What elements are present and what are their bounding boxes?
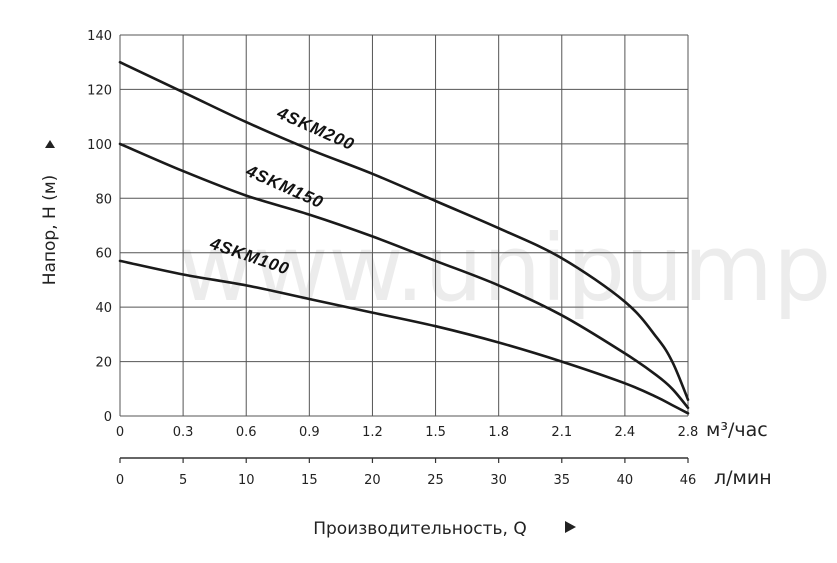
x-tick-label-m3h: 1.5 [425, 425, 446, 440]
y-tick-label: 100 [87, 138, 112, 153]
curve-4skm150 [118, 142, 690, 410]
x-tick-label-lmin: 25 [427, 473, 444, 488]
y-tick-label: 40 [95, 301, 112, 316]
x-tick-label-lmin: 35 [554, 473, 571, 488]
x-axis-title: Производительность, Q [313, 519, 527, 539]
y-axis-title-group: Напор, Н (м) [40, 140, 60, 285]
x-tick-label-lmin: 10 [238, 473, 255, 488]
x-tick-label-m3h: 2.8 [678, 425, 699, 440]
y-tick-label: 60 [95, 247, 112, 262]
x-tick-label-lmin: 30 [490, 473, 507, 488]
x-tick-label-m3h: 0.6 [236, 425, 257, 440]
x-tick-labels-m3h: 0 0.3 0.6 0.9 1.2 1.5 1.8 2.1 2.4 2.8 [116, 425, 698, 440]
x-tick-label-m3h: 1.2 [362, 425, 383, 440]
y-axis-title: Напор, Н (м) [40, 175, 60, 286]
arrow-right-icon [565, 521, 576, 533]
x-tick-label-m3h: 0.3 [173, 425, 194, 440]
y-tick-label: 140 [87, 29, 112, 44]
x-tick-label-lmin: 15 [301, 473, 318, 488]
curve-4skm200 [118, 60, 690, 401]
x-unit-lmin: л/мин [714, 467, 772, 489]
x-tick-label-lmin: 20 [364, 473, 381, 488]
y-tick-labels: 0 20 40 60 80 100 120 140 [87, 29, 112, 425]
y-tick-label: 20 [95, 356, 112, 371]
x-tick-label-m3h: 0.9 [299, 425, 320, 440]
x-tick-label-lmin: 46 [680, 473, 697, 488]
x-tick-label-m3h: 2.4 [615, 425, 636, 440]
x-tick-labels-lmin: 0 5 10 15 20 25 30 35 40 46 [116, 458, 696, 488]
x-tick-label-lmin: 40 [617, 473, 634, 488]
curve-4skm100 [118, 259, 690, 415]
series-label-4skm150: 4SKM150 [242, 161, 326, 212]
arrow-up-icon [45, 140, 55, 148]
grid [119, 34, 689, 417]
y-tick-label: 80 [95, 192, 112, 207]
x-tick-label-m3h: 0 [116, 425, 124, 440]
x-unit-m3h: м³/час [706, 419, 768, 441]
y-tick-label: 120 [87, 83, 112, 98]
x-tick-label-lmin: 5 [179, 473, 187, 488]
performance-curves [118, 60, 690, 415]
x-tick-label-m3h: 2.1 [551, 425, 572, 440]
y-tick-label: 0 [104, 410, 112, 425]
x-tick-label-m3h: 1.8 [488, 425, 509, 440]
series-label-4skm200: 4SKM200 [273, 103, 357, 154]
x-tick-label-lmin: 0 [116, 473, 124, 488]
